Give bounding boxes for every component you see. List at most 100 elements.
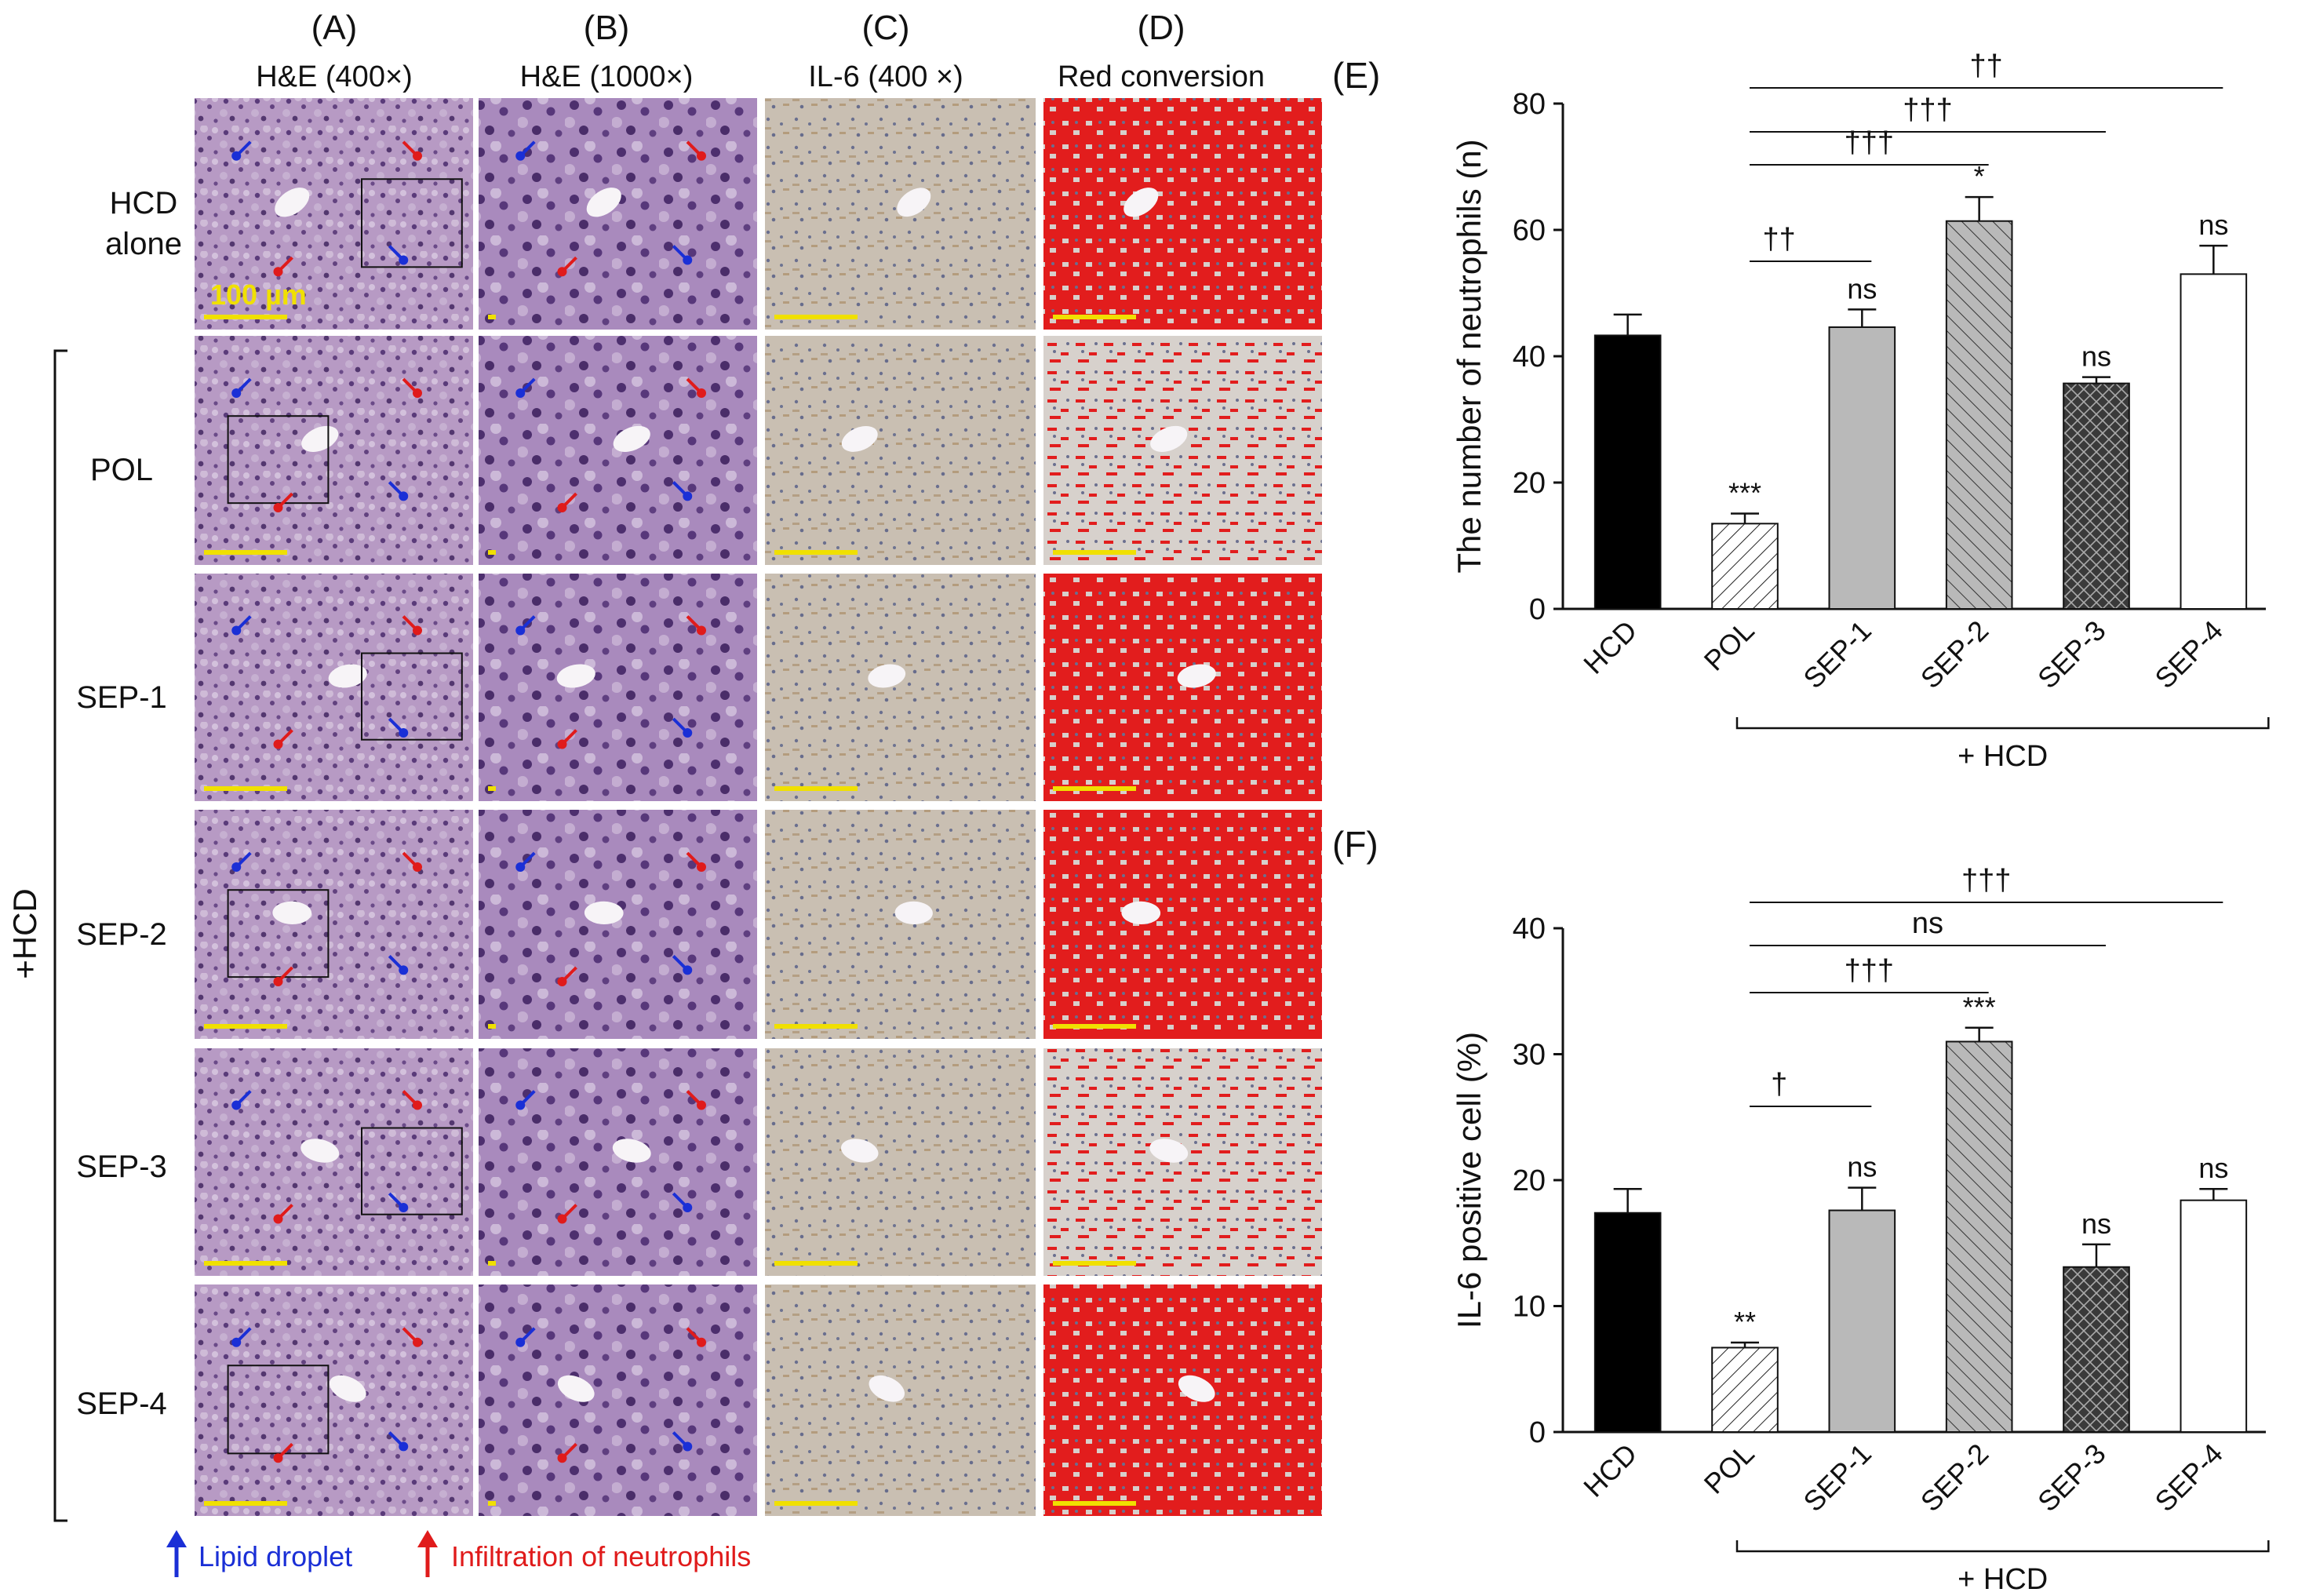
neutrophil-arrow-icon: [402, 1327, 422, 1347]
significance-label: ns: [2198, 1152, 2228, 1184]
micrograph-sep3-he1000: [479, 1048, 757, 1276]
panel-letter-a: (A): [311, 9, 358, 47]
hcd-group-bracket: [1735, 717, 2270, 730]
column-title-he-400: H&E (400×): [256, 60, 413, 93]
bar-hcd: [1593, 334, 1662, 610]
vessel-lumen: [894, 901, 933, 925]
y-tick-label: 0: [1529, 1416, 1546, 1449]
micrograph-sep2-red: [1043, 810, 1322, 1039]
neutrophil-arrow-icon: [402, 140, 422, 161]
panel-letter-d: (D): [1137, 9, 1185, 47]
row-label-sep4: SEP-4: [76, 1386, 167, 1421]
scale-bar-label: 100 µm: [210, 279, 307, 311]
inset-box: [361, 178, 463, 268]
x-tick-label: POL: [1698, 1437, 1761, 1500]
panel-letter-f: (F): [1332, 824, 1378, 865]
bar-sep-4: [2180, 273, 2248, 610]
tissue-image: [1043, 98, 1322, 330]
neutrophil-count-chart: 0 20 40 60 80 The number of neutrophils (n) HC…: [1451, 49, 2270, 773]
neutrophil-arrow-icon: [686, 851, 706, 872]
legend-lipid-droplet: Lipid droplet: [198, 1540, 352, 1572]
micrograph-hcd-ihc: [765, 98, 1036, 330]
lipid-droplet-arrow-icon: [388, 717, 409, 738]
lipid-droplet-arrow-icon: [672, 1431, 693, 1452]
significance-label: ns: [1847, 1151, 1877, 1183]
y-tick-label: 40: [1513, 913, 1546, 946]
micrograph-sep4-ihc: [765, 1284, 1036, 1516]
lipid-droplet-arrow-icon: [388, 1192, 409, 1212]
micrograph-sep3-ihc: [765, 1048, 1036, 1276]
vessel-lumen: [612, 1139, 651, 1163]
lipid-droplet-arrow-icon: [388, 1431, 409, 1452]
vessel-lumen: [1150, 425, 1188, 452]
x-tick-label: SEP-4: [2148, 1437, 2229, 1518]
vessel-lumen: [301, 425, 339, 452]
y-axis-label: IL-6 positive cell (%): [1451, 1032, 1488, 1328]
significance-label: ***: [1963, 991, 1996, 1023]
lipid-droplet-arrow-icon: [515, 1327, 536, 1347]
lipid-droplet-arrow-icon: [166, 1530, 187, 1577]
vessel-lumen: [840, 1139, 879, 1163]
micrograph-pol-ihc: [765, 336, 1036, 565]
vessel-lumen: [300, 1139, 340, 1163]
micrograph-sep1-he400: [195, 574, 473, 801]
vessel-lumen: [1121, 901, 1161, 925]
neutrophil-arrow-icon: [686, 140, 706, 161]
lipid-droplet-arrow-icon: [231, 1327, 252, 1347]
x-tick-label: HCD: [1577, 614, 1643, 680]
neutrophil-arrow-icon: [273, 256, 293, 277]
neutrophil-arrow-icon: [273, 1204, 293, 1224]
significance-label: *: [1974, 160, 1985, 192]
micrograph-sep3-he400: [195, 1048, 473, 1276]
neutrophil-arrow-icon: [402, 1090, 422, 1110]
tissue-image: [1043, 574, 1322, 801]
comparison-label: †: [1771, 1068, 1787, 1101]
tissue-image: [765, 1048, 1036, 1276]
bar-sep-1: [1828, 326, 1896, 610]
lipid-droplet-arrow-icon: [672, 480, 693, 501]
lipid-droplet-arrow-icon: [388, 245, 409, 265]
significance-label: ns: [2081, 341, 2111, 373]
neutrophil-arrow-icon: [557, 966, 577, 986]
neutrophil-arrow-icon: [273, 729, 293, 749]
hcd-group-label: +HCD: [6, 888, 43, 979]
panel-letter-b: (B): [584, 9, 630, 47]
micrograph-sep1-ihc: [765, 574, 1036, 801]
lipid-droplet-arrow-icon: [388, 954, 409, 975]
x-tick-label: SEP-1: [1797, 614, 1877, 695]
micrograph-hcd-red: [1043, 98, 1322, 330]
bar-sep-3: [2063, 382, 2130, 610]
tissue-image: [1043, 1048, 1322, 1276]
neutrophil-arrow-icon: [686, 1327, 706, 1347]
x-tick-label: HCD: [1577, 1437, 1643, 1503]
row-label-sep1: SEP-1: [76, 680, 167, 715]
lipid-droplet-arrow-icon: [515, 140, 536, 161]
neutrophil-arrow-icon: [557, 1204, 577, 1224]
comparison-label: †††: [1845, 954, 1894, 987]
tissue-image: [195, 810, 473, 1039]
vessel-lumen: [841, 425, 878, 452]
tissue-image: [479, 574, 757, 801]
x-tick-label: SEP-4: [2148, 614, 2229, 695]
row-label-pol: POL: [90, 453, 153, 487]
vessel-lumen: [897, 188, 931, 217]
neutrophil-arrow-icon: [557, 729, 577, 749]
micrograph-grid: 100 µm: [195, 98, 1322, 1516]
micrograph-pol-he400: [195, 336, 473, 565]
micrograph-hcd-he1000: [479, 98, 757, 330]
y-tick-label: 10: [1513, 1291, 1546, 1324]
neutrophil-arrow-icon: [557, 492, 577, 512]
micrograph-hcd-he400: [195, 98, 473, 330]
il6-positive-chart: 0 10 20 30 40 IL-6 positive cell (%) HCD ** POL n…: [1451, 864, 2270, 1596]
tissue-image: [1043, 336, 1322, 565]
vessel-lumen: [613, 425, 650, 452]
micrograph-sep2-he400: [195, 810, 473, 1039]
tissue-image: [479, 1284, 757, 1516]
column-title-red-conversion: Red conversion: [1058, 60, 1265, 93]
significance-label: ns: [1847, 272, 1877, 304]
neutrophil-arrow-icon: [402, 615, 422, 636]
significance-label: ***: [1728, 476, 1761, 508]
vessel-lumen: [869, 1375, 905, 1402]
micrograph-sep4-he1000: [479, 1284, 757, 1516]
row-label-alone: alone: [105, 227, 182, 261]
